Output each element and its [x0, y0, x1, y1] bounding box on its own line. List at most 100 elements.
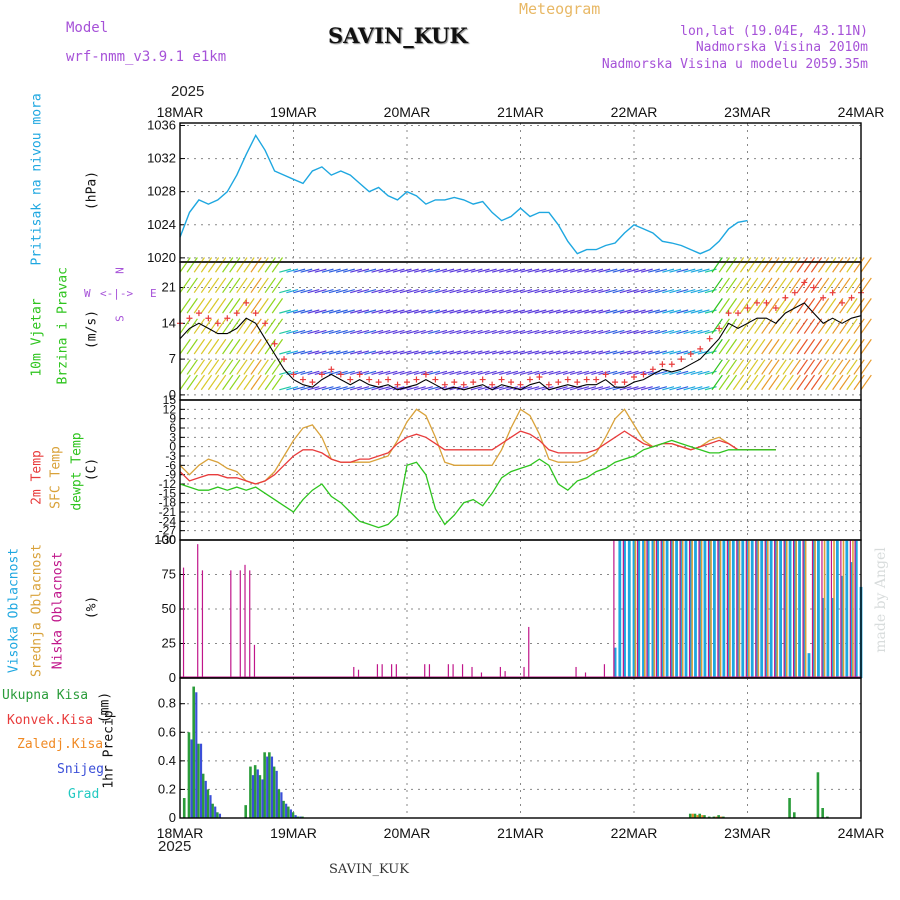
wind-barb [214, 359, 227, 375]
wind-barb [314, 350, 327, 355]
wind-barb [236, 374, 248, 391]
wind-barb [577, 350, 589, 355]
wind-barb [598, 309, 611, 314]
panel-wind: 0 7 14 21 [162, 257, 872, 402]
wind-barb [286, 350, 299, 355]
snow-bar [261, 779, 264, 818]
wind-barb [413, 329, 426, 335]
wind-barb [470, 350, 483, 355]
gust-marker [366, 376, 373, 383]
wind-barb [456, 268, 469, 273]
wind-barb [704, 329, 717, 335]
low-cloud-bar [679, 540, 681, 678]
high-cloud-bar [812, 540, 816, 678]
wind-barb [860, 257, 872, 273]
station-title: SAVIN_KUK [328, 23, 468, 48]
low-cloud-bar [603, 664, 606, 678]
wind-barb [186, 298, 198, 314]
wind-barb [477, 288, 490, 294]
wind-barb [257, 277, 269, 294]
wind-barb [584, 370, 597, 376]
wind-barb [307, 268, 320, 273]
snow-bar [218, 813, 222, 818]
wind-barb [477, 370, 490, 376]
mid-cloud-bar [757, 540, 760, 678]
mid-cloud-bar [833, 540, 835, 678]
low-cloud-bar [774, 540, 776, 678]
wind-barb [186, 374, 198, 391]
wind-barb [300, 288, 313, 294]
wind-barb [718, 318, 730, 334]
wind-barb [371, 350, 384, 355]
sfc-temp-line [179, 408, 776, 485]
low-cloud-bar [230, 570, 232, 678]
wind-barb [860, 338, 872, 355]
total-precip-bar [291, 812, 295, 818]
total-precip-bar [182, 798, 186, 818]
wind-barb [612, 268, 625, 273]
mid-cloud-bar [814, 540, 816, 678]
wind-barb [271, 359, 284, 375]
wind-barb [264, 257, 276, 273]
wind-barb [860, 359, 872, 375]
y-tick-temperature-2: -24 [159, 514, 177, 528]
wind-barb [662, 329, 675, 335]
wind-barb [782, 318, 794, 334]
gust-marker [252, 310, 259, 317]
wind-barb [577, 329, 589, 335]
wind-barb [279, 268, 292, 273]
wind-barb [200, 318, 213, 334]
wind-barb [229, 338, 241, 355]
legend-conv-precip: Konvek.Kisa [7, 713, 94, 728]
panel-clouds: 0 25 50 75 100 [154, 532, 863, 685]
wind-barb [846, 298, 858, 314]
wind-barb [520, 309, 533, 314]
wind-barb [293, 268, 306, 273]
total-precip-bar [197, 743, 200, 818]
wind-barb [782, 298, 794, 314]
wind-barb [640, 386, 653, 391]
low-cloud-bar [764, 540, 766, 678]
gust-marker [214, 320, 221, 327]
gust-marker [687, 351, 694, 357]
total-precip-bar [282, 800, 285, 818]
wind-barb [214, 318, 227, 334]
low-cloud-bar [811, 540, 814, 678]
mid-cloud-bar [662, 540, 665, 678]
wind-barb [803, 298, 816, 314]
wind-barb [428, 370, 441, 376]
wind-barb [406, 370, 419, 376]
wind-barb [243, 359, 255, 375]
wind-barb [789, 298, 801, 314]
wind-barb [846, 318, 858, 334]
wind-barb [846, 374, 858, 391]
gust-marker [470, 379, 477, 386]
year-bottom-label: 2025 [158, 838, 192, 855]
gust-marker [337, 371, 344, 378]
wind-barb [825, 338, 837, 355]
wind-barb [385, 329, 398, 335]
wind-barb [761, 257, 773, 273]
wind-barb [605, 288, 618, 294]
low-cloud-bar [471, 666, 473, 678]
wind-barb [548, 268, 561, 273]
total-precip-bar [211, 803, 214, 818]
wind-barb [520, 370, 533, 376]
low-cloud-bar [821, 540, 823, 678]
wind-barb [222, 277, 234, 294]
high-cloud-bar [618, 540, 622, 678]
wind-barb [264, 359, 276, 375]
low-cloud-bar [395, 664, 397, 678]
wind-barb [506, 329, 519, 335]
wind-barb [499, 268, 511, 273]
wind-barb [768, 277, 780, 294]
wind-barb [271, 277, 284, 294]
wind-barb [321, 268, 334, 273]
wind-barb [732, 374, 745, 391]
snow-bar [251, 775, 255, 818]
low-cloud-bar [461, 664, 464, 678]
wind-barb [754, 257, 766, 273]
wind-barb [747, 257, 759, 273]
low-cloud-bar [428, 664, 431, 678]
